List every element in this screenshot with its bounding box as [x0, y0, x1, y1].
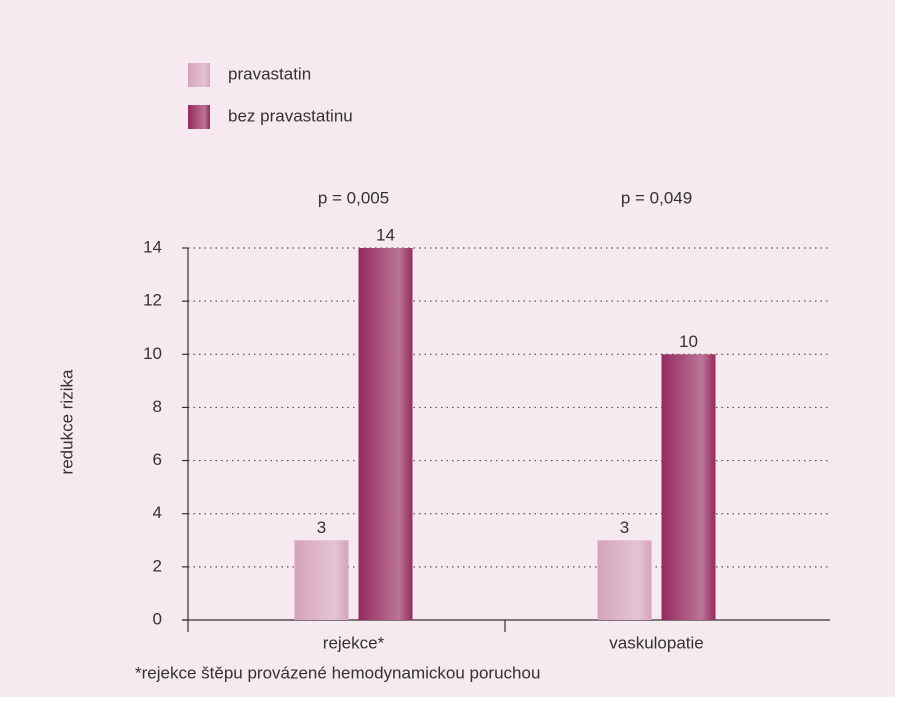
y-tick-label: 8	[153, 397, 162, 416]
annotation: p = 0,049	[621, 188, 692, 207]
legend-swatch-shine	[188, 105, 210, 129]
y-tick-label: 2	[153, 556, 162, 575]
value-label: 14	[376, 225, 395, 244]
bar-shine	[597, 540, 652, 620]
background	[0, 0, 895, 697]
value-label: 10	[679, 332, 698, 351]
value-label: 3	[620, 518, 629, 537]
x-tick-label: rejekce*	[323, 633, 385, 652]
bar-shine	[294, 540, 349, 620]
y-tick-label: 12	[143, 291, 162, 310]
legend-swatch-shine	[188, 63, 210, 87]
y-axis-label: redukce rizika	[57, 369, 76, 474]
y-tick-label: 10	[143, 344, 162, 363]
y-tick-label: 6	[153, 450, 162, 469]
bar-shine	[661, 354, 716, 620]
footnote: *rejekce štěpu provázené hemodynamickou …	[135, 663, 540, 682]
x-tick-label: vaskulopatie	[609, 633, 704, 652]
bar-shine	[358, 248, 413, 620]
value-label: 3	[317, 518, 326, 537]
y-tick-label: 14	[143, 237, 162, 256]
y-tick-label: 4	[153, 503, 162, 522]
y-tick-label: 0	[153, 609, 162, 628]
legend-label: bez pravastatinu	[228, 106, 353, 125]
annotation: p = 0,005	[318, 188, 389, 207]
legend-label: pravastatin	[228, 64, 311, 83]
